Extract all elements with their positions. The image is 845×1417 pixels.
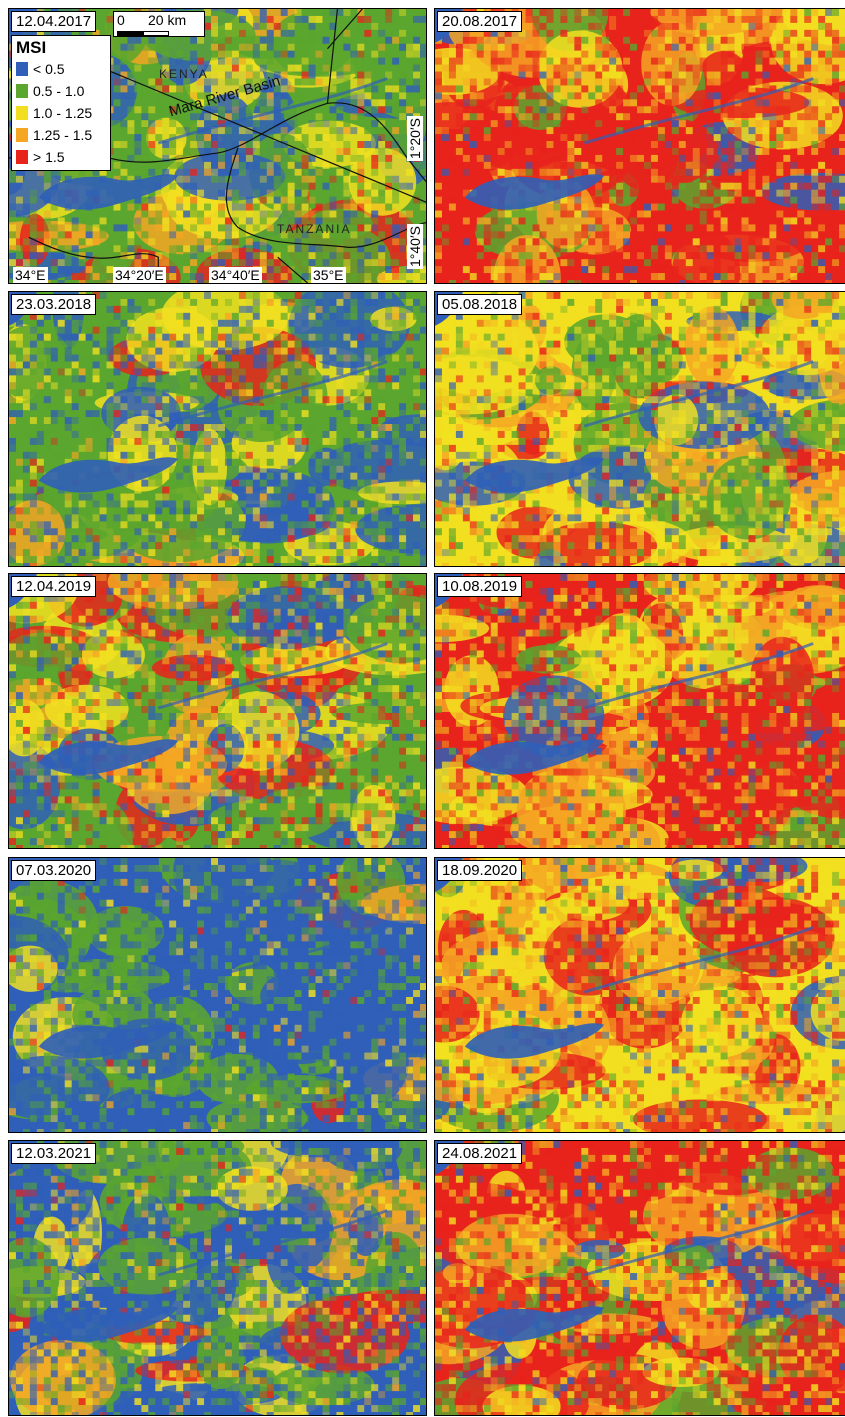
msi-raster: [435, 9, 845, 283]
msi-raster: [435, 574, 845, 848]
scale-distance: 20 km: [148, 12, 187, 28]
legend-label: 0.5 - 1.0: [33, 83, 85, 99]
legend-swatch: [16, 62, 28, 76]
scale-zero: 0: [117, 12, 125, 28]
legend-item: 0.5 - 1.0: [16, 80, 106, 102]
country-label-tanzania: TANZANIA: [277, 222, 352, 236]
date-label: 12.04.2017: [11, 11, 97, 32]
msi-raster: [435, 858, 845, 1132]
legend-item: 1.25 - 1.5: [16, 124, 106, 146]
latitude-label: 1°40′S: [407, 224, 423, 269]
legend-swatch: [16, 106, 28, 120]
map-panel: 12.03.2021: [8, 1140, 427, 1416]
legend-item: > 1.5: [16, 146, 106, 168]
date-label: 20.08.2017: [437, 11, 523, 32]
date-label: 18.09.2020: [437, 860, 523, 881]
date-label: 07.03.2020: [11, 860, 97, 881]
msi-raster: [9, 292, 426, 566]
date-label: 05.08.2018: [437, 294, 523, 315]
date-label: 10.08.2019: [437, 576, 523, 597]
msi-raster: [435, 1141, 845, 1415]
date-label: 23.03.2018: [11, 294, 97, 315]
msi-raster: [435, 292, 845, 566]
map-panel: 20.08.2017: [434, 8, 845, 284]
map-panel: 07.03.2020: [8, 857, 427, 1133]
latitude-label: 1°20′S: [407, 116, 423, 161]
date-label: 24.08.2021: [437, 1143, 523, 1164]
map-panel: 05.08.2018: [434, 291, 845, 567]
map-panel: 23.03.2018: [8, 291, 427, 567]
legend-label: < 0.5: [33, 61, 65, 77]
longitude-label: 34°E: [13, 267, 48, 283]
date-label: 12.03.2021: [11, 1143, 97, 1164]
legend-label: 1.0 - 1.25: [33, 105, 93, 121]
date-label: 12.04.2019: [11, 576, 97, 597]
legend-swatch: [16, 84, 28, 98]
msi-raster: [9, 574, 426, 848]
map-panel: 12.04.2019: [8, 573, 427, 849]
legend-title: MSI: [16, 38, 47, 57]
map-panel: 24.08.2021: [434, 1140, 845, 1416]
msi-raster: [9, 1141, 426, 1415]
longitude-label: 34°20′E: [113, 267, 166, 283]
msi-legend: MSI < 0.5 0.5 - 1.0 1.0 - 1.25 1.25 - 1.5 > 1…: [11, 35, 111, 171]
map-panel: 10.08.2019: [434, 573, 845, 849]
legend-swatch: [16, 128, 28, 142]
map-panel: 12.04.2017 MSI < 0.5 0.5 - 1.0 1.0 - 1.25 1.2…: [8, 8, 427, 284]
legend-label: 1.25 - 1.5: [33, 127, 93, 143]
country-label-kenya: KENYA: [159, 67, 209, 81]
longitude-label: 34°40′E: [209, 267, 262, 283]
scale-segment-black: [117, 31, 143, 36]
map-panel: 18.09.2020: [434, 857, 845, 1133]
legend-item: < 0.5: [16, 58, 106, 80]
legend-item: 1.0 - 1.25: [16, 102, 106, 124]
legend-swatch: [16, 150, 28, 164]
legend-label: > 1.5: [33, 149, 65, 165]
longitude-label: 35°E: [311, 267, 346, 283]
scale-segment-white: [143, 31, 169, 36]
scale-bar: 0 20 km: [113, 11, 205, 37]
msi-raster: [9, 858, 426, 1132]
